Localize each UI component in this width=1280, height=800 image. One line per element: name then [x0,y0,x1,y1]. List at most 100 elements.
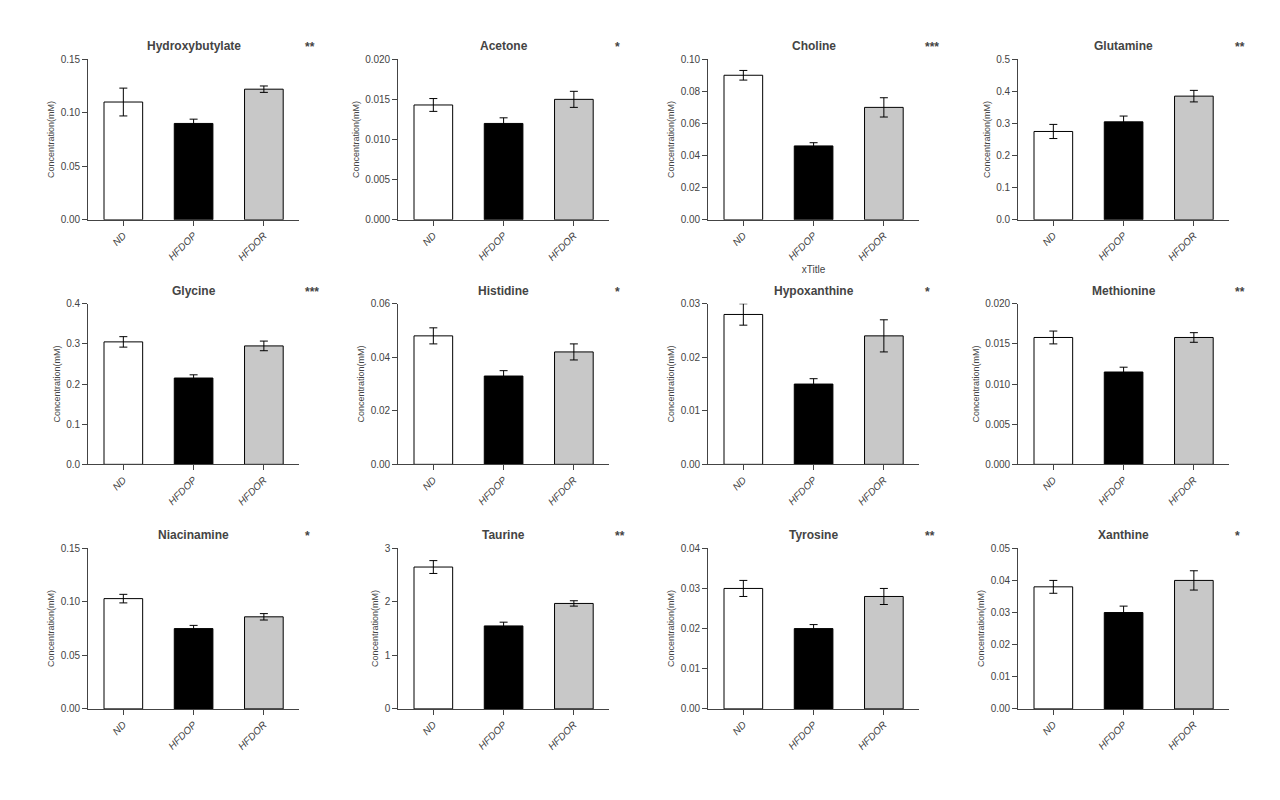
svg-text:0.00: 0.00 [371,459,391,470]
svg-text:0.000: 0.000 [365,214,390,225]
svg-text:HFDOR: HFDOR [546,230,579,263]
svg-text:0.3: 0.3 [996,118,1010,129]
svg-text:0.02: 0.02 [371,405,391,416]
svg-text:0.05: 0.05 [61,650,81,661]
svg-text:HFDOR: HFDOR [856,719,889,752]
svg-text:Concentration(mM): Concentration(mM) [976,590,986,667]
svg-text:0.5: 0.5 [996,54,1010,65]
svg-text:Methionine: Methionine [1092,284,1156,298]
svg-text:HFDOP: HFDOP [1096,474,1129,507]
svg-text:*: * [1235,529,1240,543]
svg-text:0.01: 0.01 [991,671,1011,682]
svg-text:Concentration(mM): Concentration(mM) [666,101,676,178]
svg-text:0.020: 0.020 [985,298,1010,309]
svg-text:3: 3 [385,543,391,554]
svg-text:ND: ND [420,719,438,737]
svg-text:0.010: 0.010 [365,134,390,145]
svg-text:0.15: 0.15 [61,543,81,554]
svg-text:Concentration(mM): Concentration(mM) [351,101,361,178]
svg-text:0.04: 0.04 [681,543,701,554]
svg-text:**: ** [305,40,315,54]
svg-text:HFDOP: HFDOP [476,719,509,752]
svg-text:ND: ND [730,475,748,493]
svg-text:Taurine: Taurine [482,528,525,542]
svg-text:0.0: 0.0 [66,459,80,470]
svg-text:Choline: Choline [792,39,836,53]
svg-text:0.1: 0.1 [996,182,1010,193]
svg-text:ND: ND [1040,230,1058,248]
svg-text:ND: ND [1040,475,1058,493]
svg-text:0.020: 0.020 [365,54,390,65]
svg-text:HFDOP: HFDOP [166,230,199,263]
svg-text:0.02: 0.02 [681,182,701,193]
svg-text:0.01: 0.01 [681,663,701,674]
svg-text:**: ** [1235,285,1245,299]
svg-text:ND: ND [420,230,438,248]
svg-text:Concentration(mM): Concentration(mM) [370,590,380,667]
svg-text:0.15: 0.15 [61,54,81,65]
svg-text:0.00: 0.00 [61,214,81,225]
svg-text:HFDOR: HFDOR [546,475,579,508]
svg-text:HFDOR: HFDOR [236,475,269,508]
svg-text:0.10: 0.10 [61,107,81,118]
svg-text:ND: ND [730,719,748,737]
svg-text:0.0: 0.0 [996,214,1010,225]
svg-text:0.00: 0.00 [681,214,701,225]
svg-text:HFDOP: HFDOP [1096,230,1129,263]
svg-text:HFDOR: HFDOR [1166,475,1199,508]
svg-text:0.4: 0.4 [996,86,1010,97]
svg-text:0.2: 0.2 [66,379,80,390]
svg-text:0.1: 0.1 [66,419,80,430]
svg-text:Histidine: Histidine [478,284,529,298]
svg-text:***: *** [925,40,939,54]
svg-text:HFDOP: HFDOP [1096,719,1129,752]
svg-text:ND: ND [730,230,748,248]
svg-text:HFDOR: HFDOR [236,230,269,263]
svg-text:0.00: 0.00 [681,459,701,470]
svg-text:0.08: 0.08 [681,86,701,97]
svg-text:0.06: 0.06 [681,118,701,129]
svg-text:HFDOR: HFDOR [236,719,269,752]
svg-text:*: * [615,285,620,299]
svg-text:0.10: 0.10 [681,54,701,65]
svg-text:ND: ND [110,719,128,737]
svg-text:0.00: 0.00 [61,703,81,714]
svg-text:0.04: 0.04 [371,352,391,363]
svg-text:ND: ND [110,230,128,248]
svg-text:0.010: 0.010 [985,379,1010,390]
svg-text:HFDOR: HFDOR [856,475,889,508]
svg-text:0.015: 0.015 [365,94,390,105]
svg-text:HFDOP: HFDOP [166,474,199,507]
svg-text:1: 1 [385,650,391,661]
svg-text:0.3: 0.3 [66,338,80,349]
svg-text:0.05: 0.05 [61,161,81,172]
svg-text:HFDOR: HFDOR [546,719,579,752]
svg-text:Concentration(mM): Concentration(mM) [52,346,62,423]
svg-text:Tyrosine: Tyrosine [789,528,838,542]
svg-text:Hypoxanthine: Hypoxanthine [774,284,854,298]
svg-text:HFDOR: HFDOR [1166,719,1199,752]
svg-text:0.00: 0.00 [681,703,701,714]
svg-text:0.03: 0.03 [681,583,701,594]
svg-text:Glycine: Glycine [172,284,216,298]
svg-text:0.04: 0.04 [681,150,701,161]
svg-text:HFDOP: HFDOP [786,474,819,507]
svg-text:Concentration(mM): Concentration(mM) [971,346,981,423]
svg-text:Concentration(mM): Concentration(mM) [356,346,366,423]
svg-text:0.10: 0.10 [61,596,81,607]
svg-text:ND: ND [1040,719,1058,737]
svg-text:Acetone: Acetone [480,39,528,53]
svg-text:Concentration(mM): Concentration(mM) [666,590,676,667]
svg-text:0.03: 0.03 [681,298,701,309]
svg-text:0.2: 0.2 [996,150,1010,161]
svg-text:Xanthine: Xanthine [1098,528,1149,542]
svg-text:0.000: 0.000 [985,459,1010,470]
svg-text:Concentration(mM): Concentration(mM) [666,346,676,423]
svg-text:0.015: 0.015 [985,338,1010,349]
svg-text:HFDOR: HFDOR [856,230,889,263]
svg-text:Glutamine: Glutamine [1094,39,1153,53]
svg-text:HFDOP: HFDOP [476,474,509,507]
svg-text:HFDOP: HFDOP [786,719,819,752]
svg-text:**: ** [925,529,935,543]
svg-text:*: * [925,285,930,299]
